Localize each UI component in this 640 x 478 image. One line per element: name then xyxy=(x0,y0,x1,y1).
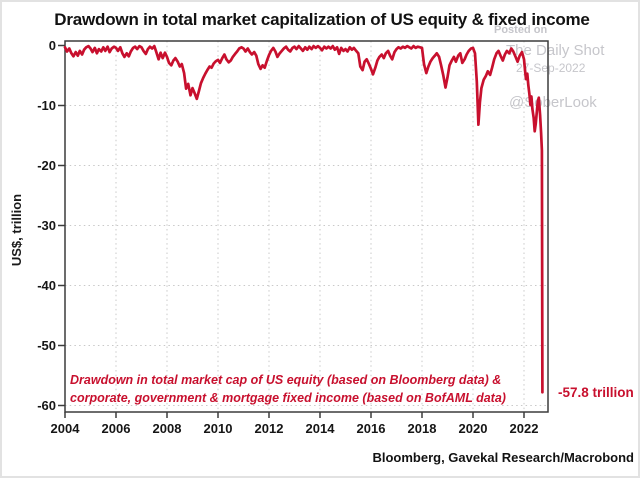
x-tick-label: 2006 xyxy=(101,421,131,436)
drawdown-line xyxy=(63,44,544,394)
y-tick-label: -60 xyxy=(37,397,56,413)
watermark-posted-on: Posted on xyxy=(494,24,548,36)
x-tick-label: 2012 xyxy=(254,421,284,436)
chart-title: Drawdown in total market capitalization … xyxy=(54,10,590,29)
y-tick-label: -10 xyxy=(37,97,56,113)
y-tick-label: -30 xyxy=(37,217,56,233)
watermark-daily-shot: The Daily Shot xyxy=(506,42,605,59)
y-tick-label: -40 xyxy=(37,277,56,293)
x-tick-label: 2014 xyxy=(305,421,335,436)
y-tick-label: -50 xyxy=(37,337,56,353)
y-tick-label: -20 xyxy=(37,157,56,173)
x-tick-label: 2004 xyxy=(50,421,80,436)
x-tick-label: 2008 xyxy=(152,421,182,436)
x-tick-label: 2022 xyxy=(509,421,539,436)
x-tick-label: 2018 xyxy=(407,421,437,436)
watermark-date: 27-Sep-2022 xyxy=(516,61,586,75)
y-tick-label: 0 xyxy=(48,37,56,53)
watermark-soberlook-handle: @SoberLook xyxy=(509,94,597,111)
annotation-line-2: corporate, government & mortgage fixed i… xyxy=(70,391,506,405)
last-value-label: -57.8 trillion xyxy=(558,385,634,400)
plot-frame xyxy=(64,40,549,413)
x-tick-label: 2020 xyxy=(458,421,488,436)
x-tick-label: 2016 xyxy=(356,421,386,436)
chart-annotation: Drawdown in total market cap of US equit… xyxy=(70,371,520,407)
annotation-line-1: Drawdown in total market cap of US equit… xyxy=(70,373,502,387)
x-tick-label: 2010 xyxy=(203,421,233,436)
source-credit: Bloomberg, Gavekal Research/Macrobond xyxy=(372,450,634,465)
